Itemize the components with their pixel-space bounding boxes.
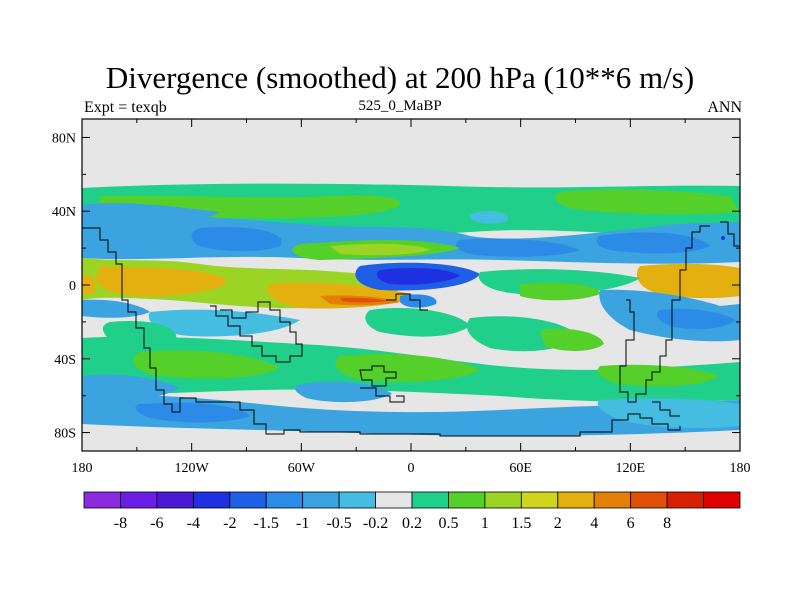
colorbar: -8 -6 -4 -2 -1.5 -1 -0.5 -0.2 0.2 0.5 1 1.5 2 4 6 8 <box>83 491 741 532</box>
colorbar-label: -1.5 <box>254 515 279 532</box>
x-tick-label: 0 <box>408 461 415 476</box>
colorbar-swatch <box>630 491 668 509</box>
colorbar-swatch <box>593 491 632 509</box>
colorbar-swatch <box>557 491 595 509</box>
period-label: 525_0_MaBP <box>358 98 442 114</box>
chart-title: Divergence (smoothed) at 200 hPa (10**6 … <box>105 60 695 95</box>
colorbar-swatch <box>156 491 194 509</box>
x-tick-label: 180 <box>72 461 93 476</box>
colorbar-label: -2 <box>223 515 236 532</box>
y-tick-label: 80N <box>52 131 76 146</box>
y-tick-label: 40N <box>52 205 76 220</box>
colorbar-label: -1 <box>296 515 309 532</box>
y-tick-label: 40S <box>54 353 76 368</box>
y-axis: 80N 40N 0 40S 80S <box>52 131 740 442</box>
colorbar-swatch <box>703 491 741 509</box>
colorbar-label: -8 <box>114 515 127 532</box>
colorbar-label: -4 <box>187 515 200 532</box>
colorbar-label: 2 <box>554 515 562 532</box>
y-tick-label: 80S <box>54 427 76 442</box>
x-axis: 180 120W 60W 0 60E 120E 180 <box>72 119 751 476</box>
x-tick-label: 60W <box>288 461 316 476</box>
colorbar-swatch <box>448 491 486 509</box>
colorbar-swatch <box>375 491 413 509</box>
colorbar-swatch <box>265 491 304 509</box>
colorbar-label: 6 <box>627 515 635 532</box>
colorbar-label: 1.5 <box>511 515 531 532</box>
x-tick-label: 120W <box>175 461 210 476</box>
colorbar-swatch <box>666 491 704 509</box>
x-tick-label: 180 <box>730 461 751 476</box>
colorbar-swatch <box>520 491 559 509</box>
y-tick-label: 0 <box>69 279 76 294</box>
colorbar-swatch <box>83 491 121 509</box>
coastline-outlines <box>82 221 740 437</box>
colorbar-swatch <box>338 491 376 509</box>
colorbar-label: -6 <box>150 515 163 532</box>
colorbar-label: -0.5 <box>326 515 351 532</box>
season-label: ANN <box>707 99 742 116</box>
colorbar-swatch <box>484 491 522 509</box>
colorbar-swatch <box>229 491 267 509</box>
colorbar-swatch <box>302 491 340 509</box>
x-tick-label: 120E <box>616 461 646 476</box>
colorbar-label: -0.2 <box>363 515 388 532</box>
divergence-field <box>82 119 740 451</box>
colorbar-swatch <box>192 491 231 509</box>
colorbar-label: 4 <box>590 515 598 532</box>
colorbar-label: 8 <box>663 515 671 532</box>
colorbar-swatch <box>120 491 158 509</box>
colorbar-label: 0.5 <box>438 515 458 532</box>
colorbar-label: 0.2 <box>402 515 422 532</box>
colorbar-swatch <box>411 491 449 509</box>
x-tick-label: 60E <box>509 461 532 476</box>
colorbar-label: 1 <box>481 515 489 532</box>
experiment-label: Expt = texqb <box>84 99 167 116</box>
